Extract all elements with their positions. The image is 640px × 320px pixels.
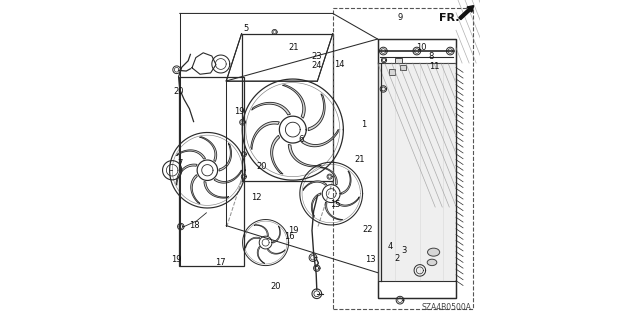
- Polygon shape: [200, 137, 217, 162]
- Polygon shape: [214, 170, 241, 183]
- Polygon shape: [251, 122, 279, 150]
- Text: 1: 1: [362, 120, 367, 129]
- Text: 6: 6: [298, 135, 303, 144]
- Polygon shape: [257, 246, 265, 263]
- Text: FR.: FR.: [438, 12, 460, 23]
- Polygon shape: [311, 193, 321, 216]
- Bar: [388, 69, 395, 75]
- Text: 17: 17: [215, 258, 225, 267]
- Text: 3: 3: [401, 246, 406, 255]
- Text: 8: 8: [429, 52, 434, 60]
- Bar: [242, 34, 333, 181]
- Bar: [400, 65, 406, 70]
- Polygon shape: [219, 143, 232, 171]
- Bar: [378, 39, 456, 298]
- Polygon shape: [273, 226, 280, 243]
- Bar: [378, 281, 456, 298]
- Bar: [333, 8, 473, 309]
- Text: 19: 19: [289, 226, 299, 235]
- Ellipse shape: [428, 259, 437, 266]
- Text: 21: 21: [289, 43, 299, 52]
- Text: 5: 5: [244, 24, 249, 33]
- Polygon shape: [288, 144, 321, 167]
- Bar: [396, 58, 402, 63]
- Text: SZA4B0500A: SZA4B0500A: [422, 303, 472, 312]
- Text: 11: 11: [429, 62, 440, 71]
- Text: 19: 19: [234, 107, 244, 116]
- Text: 20: 20: [257, 162, 267, 171]
- Text: 19: 19: [172, 255, 182, 264]
- Polygon shape: [176, 164, 197, 185]
- FancyArrow shape: [459, 6, 474, 20]
- Text: 12: 12: [252, 193, 262, 202]
- Text: 14: 14: [334, 60, 344, 68]
- Polygon shape: [320, 167, 337, 185]
- Text: 18: 18: [189, 221, 200, 230]
- Text: 15: 15: [330, 200, 340, 209]
- Text: 7: 7: [177, 159, 182, 168]
- Polygon shape: [342, 171, 351, 194]
- Text: 10: 10: [417, 43, 427, 52]
- Polygon shape: [303, 181, 326, 190]
- Polygon shape: [308, 94, 325, 131]
- Polygon shape: [252, 102, 291, 115]
- Polygon shape: [254, 225, 268, 236]
- Polygon shape: [325, 202, 342, 220]
- Polygon shape: [268, 249, 285, 254]
- Polygon shape: [245, 237, 260, 248]
- Polygon shape: [191, 175, 200, 204]
- Polygon shape: [336, 197, 359, 206]
- Bar: [378, 39, 456, 63]
- Text: 16: 16: [284, 232, 295, 241]
- Text: 13: 13: [365, 255, 376, 264]
- Text: 20: 20: [270, 282, 280, 291]
- Polygon shape: [271, 135, 283, 174]
- Text: 23: 23: [312, 52, 322, 60]
- Polygon shape: [282, 85, 305, 118]
- Polygon shape: [301, 129, 339, 147]
- Text: 20: 20: [173, 87, 184, 96]
- Polygon shape: [177, 150, 205, 159]
- Text: 9: 9: [397, 13, 403, 22]
- Text: 21: 21: [355, 155, 365, 164]
- Bar: [179, 77, 244, 266]
- Text: 24: 24: [311, 61, 321, 70]
- Ellipse shape: [428, 248, 440, 256]
- Text: 2: 2: [395, 254, 400, 263]
- Polygon shape: [204, 181, 229, 198]
- Text: 4: 4: [387, 242, 392, 251]
- Text: 22: 22: [362, 225, 372, 234]
